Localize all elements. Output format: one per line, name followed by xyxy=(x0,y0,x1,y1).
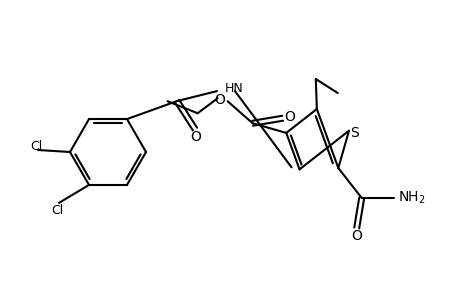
Text: O: O xyxy=(284,110,294,124)
Text: Cl: Cl xyxy=(51,204,63,218)
Text: S: S xyxy=(349,126,358,140)
Text: NH$_2$: NH$_2$ xyxy=(397,190,425,206)
Text: O: O xyxy=(214,93,224,107)
Text: O: O xyxy=(351,229,361,243)
Text: Cl: Cl xyxy=(30,140,42,152)
Text: O: O xyxy=(190,130,201,144)
Text: HN: HN xyxy=(224,82,243,94)
